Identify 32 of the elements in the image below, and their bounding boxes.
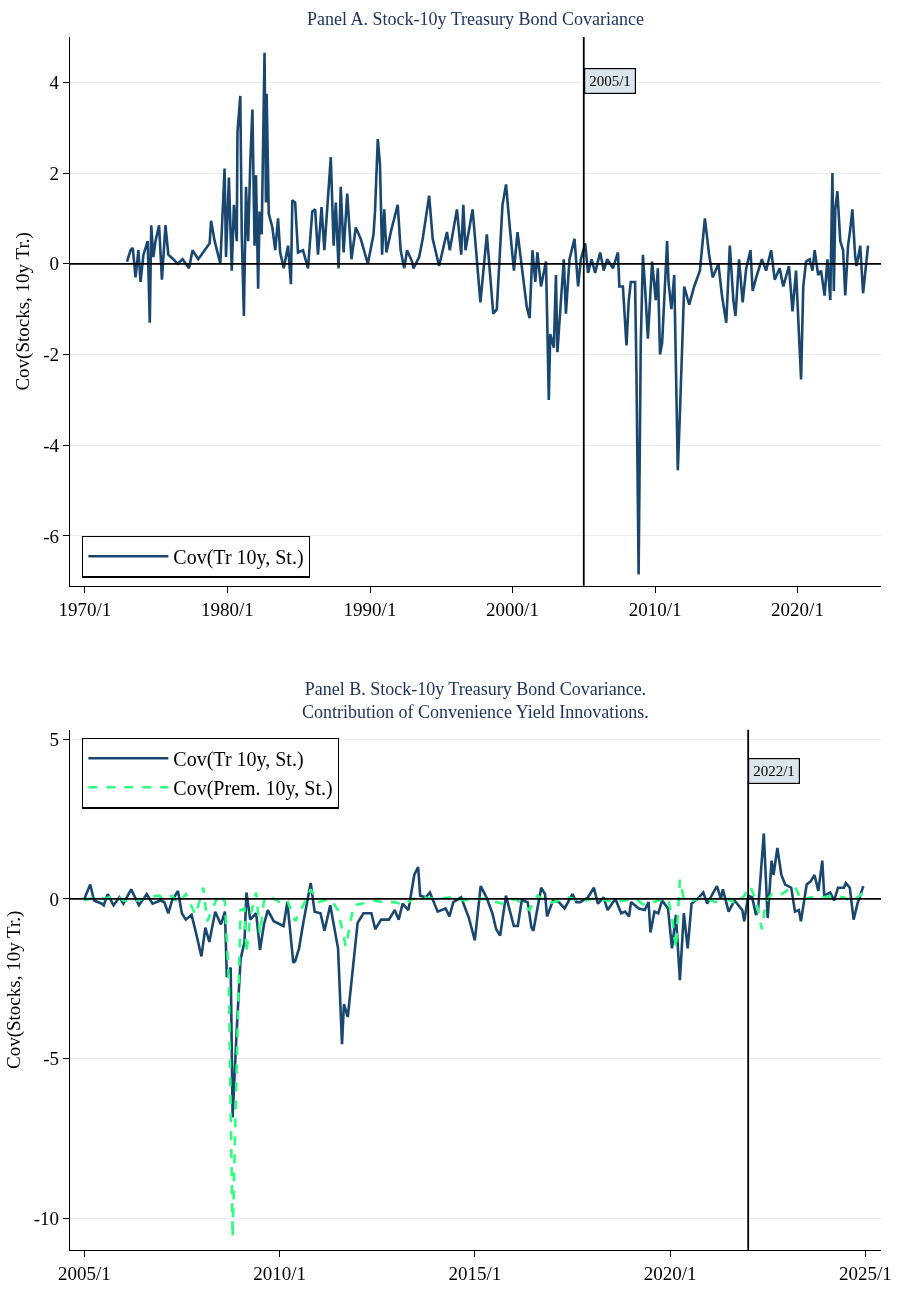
y-tick-label: -10 bbox=[33, 1207, 60, 1229]
y-tick-label: -4 bbox=[43, 434, 60, 456]
y-tick-label: -5 bbox=[43, 1048, 60, 1070]
legend-label: Cov(Prem. 10y, St.) bbox=[173, 777, 333, 801]
y-tick-label: 0 bbox=[49, 888, 60, 910]
line-series bbox=[125, 51, 870, 576]
x-tick-label: 2020/1 bbox=[771, 598, 824, 620]
ref-line-label: 2005/1 bbox=[589, 73, 631, 90]
y-tick-label: -6 bbox=[43, 525, 60, 547]
y-tick-label: -2 bbox=[43, 344, 60, 366]
x-tick-label: 2020/1 bbox=[643, 1262, 697, 1284]
x-tick-label: 1980/1 bbox=[201, 598, 254, 620]
x-tick-label: 1970/1 bbox=[58, 598, 112, 620]
x-tick-label: 1990/1 bbox=[343, 598, 397, 620]
chart-title: Panel A. Stock-10y Treasury Bond Covariance bbox=[307, 9, 644, 29]
y-tick-label: 4 bbox=[49, 72, 60, 94]
x-tick-label: 2025/1 bbox=[839, 1262, 892, 1284]
x-tick-label: 2010/1 bbox=[253, 1262, 306, 1284]
legend-label: Cov(Tr 10y, St.) bbox=[173, 748, 304, 772]
chart-title: Panel B. Stock-10y Treasury Bond Covariance. Contribution of Convenience Yield Innovations. bbox=[302, 679, 649, 723]
x-tick-label: 2005/1 bbox=[57, 1262, 111, 1284]
x-tick-label: 2010/1 bbox=[628, 598, 682, 620]
x-tick-label: 2015/1 bbox=[448, 1262, 502, 1284]
y-tick-label: 5 bbox=[49, 728, 60, 750]
y-tick-label: 0 bbox=[49, 253, 60, 275]
y-tick-label: 2 bbox=[49, 162, 60, 184]
y-axis-title: Cov(Stocks, 10y Tr.) bbox=[2, 910, 25, 1070]
x-tick-label: 2000/1 bbox=[486, 598, 539, 620]
line-series bbox=[83, 832, 865, 1119]
ref-line-label: 2022/1 bbox=[753, 763, 795, 780]
y-axis-title: Cov(Stocks, 10y Tr.) bbox=[12, 232, 35, 391]
legend-label: Cov(Tr 10y, St.) bbox=[173, 546, 304, 570]
